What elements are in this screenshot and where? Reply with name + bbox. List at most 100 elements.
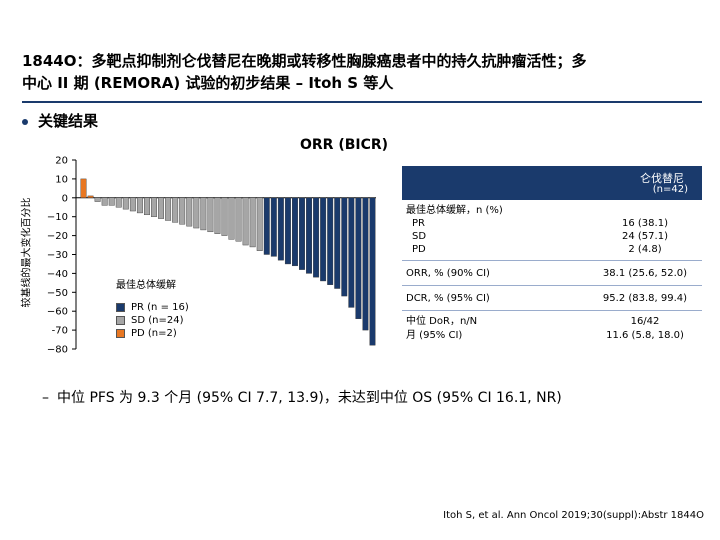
dor-label-2: 月 (95% CI): [406, 330, 463, 341]
dcr-value: 95.2 (83.8, 99.4): [602, 292, 688, 304]
waterfall-bar: [277, 197, 284, 261]
waterfall-bar: [299, 197, 305, 270]
waterfall-bar: [249, 197, 256, 248]
table-row-dor: 中位 DoR，n/N 月 (95% CI) 16/42 11.6 (5.8, 1…: [402, 311, 702, 345]
waterfall-bar: [151, 197, 157, 217]
y-tick-label: 10: [55, 174, 68, 185]
section-bullet: 关键结果: [22, 110, 98, 131]
bullet-dot-icon: [22, 118, 28, 125]
legend: 最佳总体缓解 PR (n = 16) SD (n=24) PD (n=2): [116, 276, 189, 340]
waterfall-bar: [320, 197, 327, 282]
waterfall-bar: [129, 197, 136, 212]
best-value-sd: 24 (57.1): [622, 231, 668, 242]
best-value-pr: 16 (38.1): [622, 218, 668, 229]
legend-item-sd: SD (n=24): [116, 314, 189, 327]
table-row-best-response: 最佳总体缓解，n (%) PR SD PD 16 (38.1) 24 (57.1…: [402, 200, 702, 261]
title-line-1: 1844O：多靶点抑制剂仑伐替尼在晚期或转移性胸腺癌患者中的持久抗肿瘤活性；多: [22, 52, 587, 70]
summary-dash: –: [42, 390, 49, 406]
legend-label-sd: SD (n=24): [131, 315, 184, 326]
waterfall-bar: [214, 197, 221, 234]
best-value-pd: 2 (4.8): [628, 244, 662, 255]
waterfall-bar: [334, 197, 341, 289]
best-response-label: 最佳总体缓解，n (%): [406, 205, 503, 216]
best-row-sd: SD: [412, 231, 427, 242]
waterfall-bar: [348, 197, 355, 308]
waterfall-bar: [284, 197, 291, 265]
waterfall-bar: [362, 197, 369, 331]
legend-item-pd: PD (n=2): [116, 327, 189, 340]
best-row-pr: PR: [412, 218, 425, 229]
results-table: 仑伐替尼 (n=42) 最佳总体缓解，n (%) PR SD PD 16 (38…: [402, 166, 702, 345]
title-line-2: 中心 II 期 (REMORA) 试验的初步结果 – Itoh S 等人: [22, 74, 394, 92]
waterfall-bar: [355, 197, 362, 319]
waterfall-bar: [136, 197, 143, 214]
table-row-dcr: DCR, % (95% CI) 95.2 (83.8, 99.4): [402, 286, 702, 311]
dor-values: 16/42 11.6 (5.8, 18.0): [588, 311, 702, 345]
legend-swatch-pr: [116, 303, 125, 312]
orr-label: ORR, % (90% CI): [406, 267, 490, 279]
y-tick-label: −50: [47, 288, 68, 299]
table-header-n: (n=42): [652, 184, 688, 195]
dor-label-1: 中位 DoR，n/N: [406, 316, 478, 327]
table-header: 仑伐替尼 (n=42): [402, 166, 702, 200]
waterfall-bar: [80, 178, 87, 198]
page-title: 1844O：多靶点抑制剂仑伐替尼在晚期或转移性胸腺癌患者中的持久抗肿瘤活性；多 …: [22, 50, 702, 94]
y-tick-label: −40: [47, 269, 68, 280]
chart-title: ORR (BICR): [300, 137, 389, 153]
orr-value: 38.1 (25.6, 52.0): [602, 267, 688, 279]
title-divider: [22, 101, 702, 103]
legend-item-pr: PR (n = 16): [116, 301, 189, 314]
waterfall-bar: [101, 197, 108, 206]
citation: Itoh S, et al. Ann Oncol 2019;30(suppl):…: [443, 510, 704, 521]
y-tick-label: −80: [47, 345, 68, 356]
waterfall-bar: [193, 197, 200, 229]
best-response-labels: 最佳总体缓解，n (%) PR SD PD: [402, 200, 588, 260]
legend-title: 最佳总体缓解: [116, 280, 176, 291]
y-tick-label: −20: [47, 231, 68, 242]
legend-swatch-pd: [116, 329, 125, 338]
y-tick-label: −10: [47, 212, 68, 223]
waterfall-bar: [207, 197, 214, 233]
waterfall-bar: [341, 197, 348, 297]
waterfall-bar: [235, 197, 242, 242]
waterfall-bar: [200, 197, 207, 231]
y-tick-label: 20: [55, 156, 68, 167]
legend-label-pd: PD (n=2): [131, 328, 177, 339]
waterfall-bar: [94, 197, 101, 202]
dor-labels: 中位 DoR，n/N 月 (95% CI): [402, 311, 588, 345]
waterfall-bar: [143, 197, 150, 216]
best-response-values: 16 (38.1) 24 (57.1) 2 (4.8): [588, 200, 702, 260]
y-tick-label: −30: [47, 250, 68, 261]
table-row-orr: ORR, % (90% CI) 38.1 (25.6, 52.0): [402, 261, 702, 286]
waterfall-bar: [179, 197, 186, 225]
y-tick-label: −60: [47, 307, 68, 318]
legend-label-pr: PR (n = 16): [131, 302, 189, 313]
y-tick-label: 0: [62, 193, 68, 204]
y-tick-label: -70: [52, 326, 68, 337]
waterfall-bar: [172, 197, 179, 223]
waterfall-bar: [108, 197, 115, 206]
waterfall-bar: [263, 197, 270, 255]
waterfall-bar: [228, 197, 235, 240]
best-row-pd: PD: [412, 244, 426, 255]
waterfall-bar: [158, 197, 165, 219]
dor-value-2: 11.6 (5.8, 18.0): [606, 330, 684, 341]
waterfall-bar: [256, 197, 263, 251]
waterfall-bar: [270, 197, 277, 257]
waterfall-bar: [221, 197, 228, 236]
summary-line: – 中位 PFS 为 9.3 个月 (95% CI 7.7, 13.9)，未达到中…: [42, 387, 562, 407]
waterfall-bar: [327, 197, 334, 285]
summary-text: 中位 PFS 为 9.3 个月 (95% CI 7.7, 13.9)，未达到中位…: [57, 390, 562, 406]
dcr-label: DCR, % (95% CI): [406, 292, 490, 304]
waterfall-bar: [369, 197, 376, 346]
waterfall-bar: [292, 197, 298, 267]
waterfall-bar: [115, 197, 122, 208]
waterfall-bar: [242, 197, 249, 246]
waterfall-bar: [313, 197, 320, 278]
waterfall-bar: [122, 197, 129, 210]
waterfall-bar: [306, 197, 312, 274]
legend-swatch-sd: [116, 316, 125, 325]
section-label: 关键结果: [38, 112, 99, 130]
table-header-drug: 仑伐替尼: [640, 172, 684, 185]
